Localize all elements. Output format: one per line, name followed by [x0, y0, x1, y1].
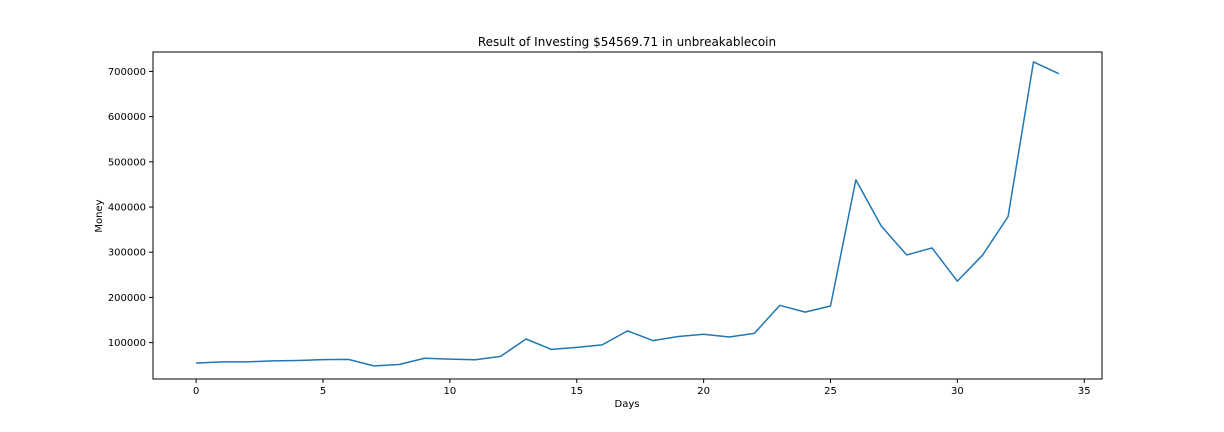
- data-point: [551, 349, 553, 351]
- data-point: [525, 338, 527, 340]
- data-point: [322, 359, 324, 361]
- data-point: [880, 225, 882, 227]
- data-point: [398, 364, 400, 366]
- data-point: [474, 359, 476, 361]
- data-point: [652, 340, 654, 342]
- data-point: [1033, 61, 1035, 63]
- y-tick-label: 600000: [108, 112, 146, 123]
- x-tick-label: 0: [193, 386, 199, 397]
- y-tick-label: 100000: [108, 338, 146, 349]
- y-tick-label: 300000: [108, 248, 146, 259]
- x-tick-label: 20: [697, 386, 710, 397]
- data-point: [601, 344, 603, 346]
- x-tick-label: 5: [320, 386, 326, 397]
- x-tick-label: 30: [951, 386, 964, 397]
- y-tick-label: 700000: [108, 67, 146, 78]
- data-point: [195, 362, 197, 364]
- data-point: [1058, 73, 1060, 75]
- data-point: [424, 357, 426, 359]
- data-point: [576, 347, 578, 349]
- y-tick-label: 400000: [108, 203, 146, 214]
- data-point: [982, 254, 984, 256]
- series-line: [196, 61, 1060, 367]
- data-point: [677, 336, 679, 338]
- x-tick-label: 10: [444, 386, 457, 397]
- data-point: [855, 179, 857, 181]
- plot-area: [195, 61, 1060, 367]
- chart-title: Result of Investing $54569.71 in unbreak…: [478, 35, 776, 49]
- y-tick-label: 200000: [108, 293, 146, 304]
- data-point: [271, 360, 273, 362]
- data-point: [754, 333, 756, 335]
- data-point: [627, 330, 629, 332]
- data-point: [500, 356, 502, 358]
- data-point: [804, 311, 806, 313]
- y-tick-label: 500000: [108, 157, 146, 168]
- data-point: [246, 361, 248, 363]
- data-point: [931, 247, 933, 249]
- x-tick-label: 35: [1078, 386, 1091, 397]
- data-point: [703, 333, 705, 335]
- data-point: [906, 254, 908, 256]
- plot-frame: [152, 51, 1103, 380]
- data-point: [1007, 216, 1009, 218]
- data-point: [373, 365, 375, 367]
- x-tick-label: 25: [824, 386, 837, 397]
- data-point: [449, 358, 451, 360]
- data-point: [728, 336, 730, 338]
- x-axis: 0 5 10 15 20 25 30 35: [193, 379, 1091, 397]
- y-axis-label: Money: [94, 199, 105, 232]
- y-axis: 100000 200000 300000 400000 500000 600000 7000…: [108, 67, 153, 349]
- data-point: [830, 305, 832, 307]
- data-point: [221, 361, 223, 363]
- x-tick-label: 15: [570, 386, 583, 397]
- data-point: [348, 359, 350, 361]
- data-point: [297, 360, 299, 362]
- data-point: [957, 280, 959, 282]
- data-point: [779, 305, 781, 307]
- x-axis-label: Days: [615, 399, 640, 410]
